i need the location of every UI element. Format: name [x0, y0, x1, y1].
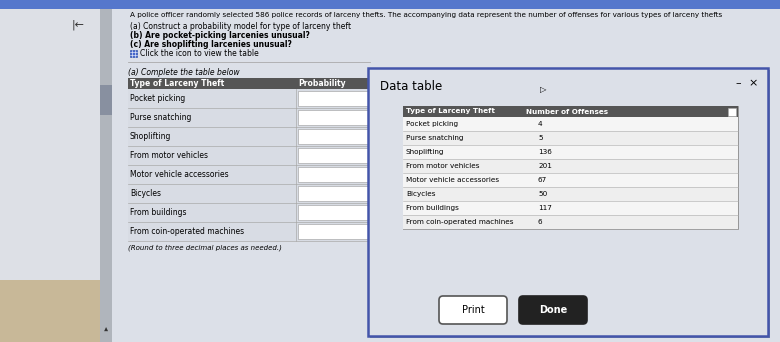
Bar — [128, 127, 373, 146]
Text: (a) Complete the table below: (a) Complete the table below — [128, 68, 239, 77]
Bar — [298, 167, 369, 182]
Text: ×: × — [748, 78, 757, 88]
Text: |←: |← — [72, 20, 84, 30]
Bar — [298, 186, 369, 201]
Text: Bicycles: Bicycles — [406, 191, 435, 197]
Text: A police officer randomly selected 586 police records of larceny thefts. The acc: A police officer randomly selected 586 p… — [130, 12, 722, 18]
Bar — [368, 68, 768, 336]
Text: –: – — [736, 78, 741, 88]
Bar — [128, 222, 373, 241]
Bar — [370, 70, 770, 338]
Bar — [403, 159, 738, 173]
Bar — [128, 184, 373, 203]
Text: Pocket picking: Pocket picking — [406, 121, 458, 127]
Bar — [0, 9, 112, 342]
Text: 67: 67 — [538, 177, 548, 183]
Bar — [403, 131, 738, 145]
Bar — [128, 165, 373, 184]
Text: Shoplifting: Shoplifting — [130, 132, 172, 141]
Bar — [100, 85, 112, 115]
Bar — [403, 117, 738, 131]
Text: Done: Done — [539, 305, 567, 315]
Text: 117: 117 — [538, 205, 552, 211]
Bar — [128, 146, 373, 165]
Bar — [298, 205, 369, 220]
Text: (a) Construct a probability model for type of larceny theft: (a) Construct a probability model for ty… — [130, 22, 351, 31]
Text: From buildings: From buildings — [406, 205, 459, 211]
Text: Motor vehicle accessories: Motor vehicle accessories — [406, 177, 499, 183]
Text: ▷: ▷ — [540, 86, 546, 94]
Text: 5: 5 — [538, 135, 543, 141]
Bar — [128, 203, 373, 222]
Bar — [100, 9, 112, 342]
Bar — [728, 107, 736, 116]
Bar — [403, 106, 738, 117]
Text: Type of Larceny Theft: Type of Larceny Theft — [130, 79, 225, 88]
Text: Purse snatching: Purse snatching — [130, 113, 191, 122]
Text: Data table: Data table — [380, 80, 442, 93]
FancyBboxPatch shape — [519, 296, 587, 324]
Text: From motor vehicles: From motor vehicles — [130, 151, 208, 160]
Bar — [403, 173, 738, 187]
Bar — [403, 145, 738, 159]
Bar — [128, 108, 373, 127]
Text: 50: 50 — [538, 191, 548, 197]
Text: Shoplifting: Shoplifting — [406, 149, 445, 155]
Text: 6: 6 — [538, 219, 543, 225]
Bar — [403, 201, 738, 215]
Bar — [128, 78, 373, 89]
Text: From coin-operated machines: From coin-operated machines — [406, 219, 513, 225]
Text: Motor vehicle accessories: Motor vehicle accessories — [130, 170, 229, 179]
Text: Bicycles: Bicycles — [130, 189, 161, 198]
Text: 136: 136 — [538, 149, 552, 155]
Text: Click the icon to view the table: Click the icon to view the table — [140, 49, 259, 57]
Text: From buildings: From buildings — [130, 208, 186, 217]
Bar — [403, 215, 738, 229]
Bar — [403, 187, 738, 201]
Bar — [298, 110, 369, 125]
Text: Print: Print — [462, 305, 484, 315]
Bar — [0, 0, 780, 9]
Bar — [298, 148, 369, 163]
Bar — [298, 129, 369, 144]
FancyBboxPatch shape — [439, 296, 507, 324]
Text: (c) Are shoplifting larcenies unusual?: (c) Are shoplifting larcenies unusual? — [130, 40, 292, 49]
Text: (b) Are pocket-picking larcenies unusual?: (b) Are pocket-picking larcenies unusual… — [130, 31, 310, 40]
Text: ◂: ◂ — [101, 326, 111, 330]
Bar — [112, 9, 780, 342]
Text: 201: 201 — [538, 163, 552, 169]
Text: Number of Offenses: Number of Offenses — [526, 108, 608, 115]
Text: (Round to three decimal places as needed.): (Round to three decimal places as needed… — [128, 244, 282, 251]
Bar — [298, 224, 369, 239]
Bar — [298, 91, 369, 106]
Text: Pocket picking: Pocket picking — [130, 94, 186, 103]
Text: Probability: Probability — [298, 79, 346, 88]
Text: 4: 4 — [538, 121, 543, 127]
Bar — [0, 280, 100, 342]
Text: From motor vehicles: From motor vehicles — [406, 163, 480, 169]
Text: From coin-operated machines: From coin-operated machines — [130, 227, 244, 236]
Bar — [128, 89, 373, 108]
Bar — [130, 50, 137, 57]
Text: Type of Larceny Theft: Type of Larceny Theft — [406, 108, 495, 115]
Bar — [403, 106, 738, 229]
Text: Purse snatching: Purse snatching — [406, 135, 463, 141]
